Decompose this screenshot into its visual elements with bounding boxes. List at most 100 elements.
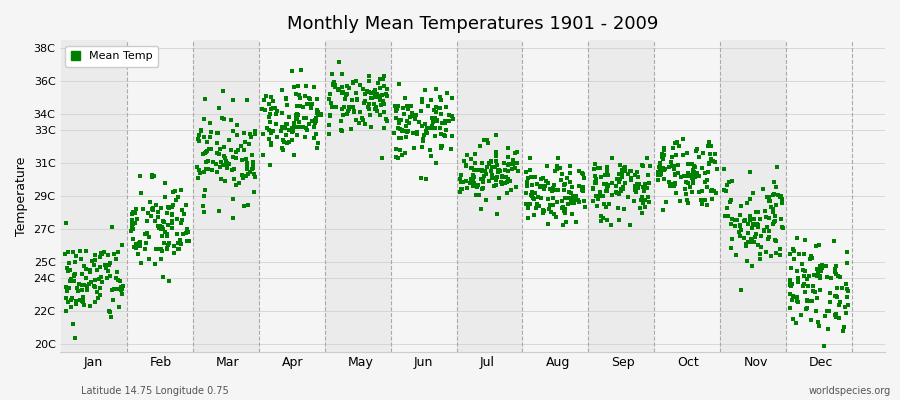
Point — [525, 182, 539, 188]
Point — [292, 95, 307, 102]
Point — [657, 152, 671, 158]
Point — [601, 172, 616, 178]
Point — [296, 103, 310, 110]
Point — [706, 158, 720, 164]
Point — [742, 196, 757, 202]
Point — [158, 194, 172, 200]
Point — [473, 206, 488, 212]
Point — [61, 268, 76, 274]
Point — [625, 168, 639, 174]
Point — [673, 198, 688, 204]
Point — [468, 151, 482, 157]
Point — [536, 175, 551, 181]
Point — [199, 159, 213, 166]
Point — [479, 196, 493, 203]
Point — [500, 178, 515, 185]
Point — [310, 108, 324, 114]
Point — [412, 119, 427, 126]
Point — [475, 167, 490, 173]
Point — [482, 178, 497, 184]
Point — [161, 204, 176, 210]
Point — [338, 96, 352, 102]
Point — [509, 160, 524, 166]
Point — [204, 146, 219, 152]
Point — [212, 208, 226, 214]
Point — [753, 216, 768, 222]
Point — [327, 78, 341, 85]
Point — [550, 162, 564, 169]
Point — [282, 138, 296, 145]
Point — [537, 186, 552, 193]
Point — [256, 106, 270, 112]
Point — [542, 205, 556, 212]
Point — [264, 142, 278, 148]
Point — [783, 279, 797, 285]
Point — [547, 187, 562, 194]
Point — [629, 189, 643, 195]
Point — [159, 233, 174, 239]
Point — [349, 90, 364, 96]
Point — [593, 218, 608, 224]
Point — [263, 162, 277, 168]
Point — [307, 84, 321, 90]
Point — [214, 159, 229, 165]
Point — [104, 260, 118, 266]
Point — [239, 166, 254, 172]
Point — [240, 160, 255, 166]
Point — [60, 249, 75, 255]
Point — [226, 154, 240, 160]
Point — [191, 174, 205, 181]
Point — [218, 178, 232, 184]
Point — [783, 305, 797, 311]
Point — [202, 146, 216, 152]
Point — [482, 140, 496, 146]
Point — [435, 143, 449, 149]
Point — [111, 248, 125, 255]
Point — [640, 155, 654, 161]
Point — [78, 274, 93, 281]
Point — [76, 299, 90, 305]
Point — [414, 175, 428, 182]
Point — [628, 187, 643, 194]
Point — [138, 231, 152, 237]
Point — [761, 194, 776, 200]
Point — [534, 176, 548, 182]
Point — [262, 127, 276, 133]
Point — [796, 251, 811, 257]
Point — [799, 276, 814, 282]
Point — [331, 86, 346, 93]
Point — [568, 195, 582, 202]
Point — [89, 267, 104, 273]
Point — [555, 198, 570, 205]
Point — [764, 253, 778, 259]
Point — [352, 120, 366, 126]
Point — [290, 110, 304, 117]
Point — [564, 196, 579, 202]
Point — [166, 250, 181, 257]
Point — [468, 160, 482, 166]
Point — [98, 262, 112, 268]
Point — [740, 258, 754, 264]
Point — [544, 202, 559, 208]
Point — [284, 129, 299, 136]
Point — [721, 213, 735, 219]
Point — [840, 260, 854, 266]
Point — [140, 218, 155, 224]
Point — [216, 162, 230, 168]
Point — [87, 299, 102, 306]
Point — [687, 174, 701, 180]
Point — [810, 272, 824, 278]
Point — [235, 172, 249, 178]
Point — [290, 124, 304, 130]
Point — [748, 233, 762, 240]
Point — [544, 186, 558, 192]
Point — [71, 288, 86, 294]
Point — [221, 160, 236, 167]
Point — [684, 160, 698, 167]
Point — [609, 190, 624, 196]
Point — [266, 128, 280, 134]
Point — [805, 298, 819, 305]
Point — [224, 117, 238, 123]
Point — [698, 197, 713, 203]
Point — [667, 163, 681, 170]
